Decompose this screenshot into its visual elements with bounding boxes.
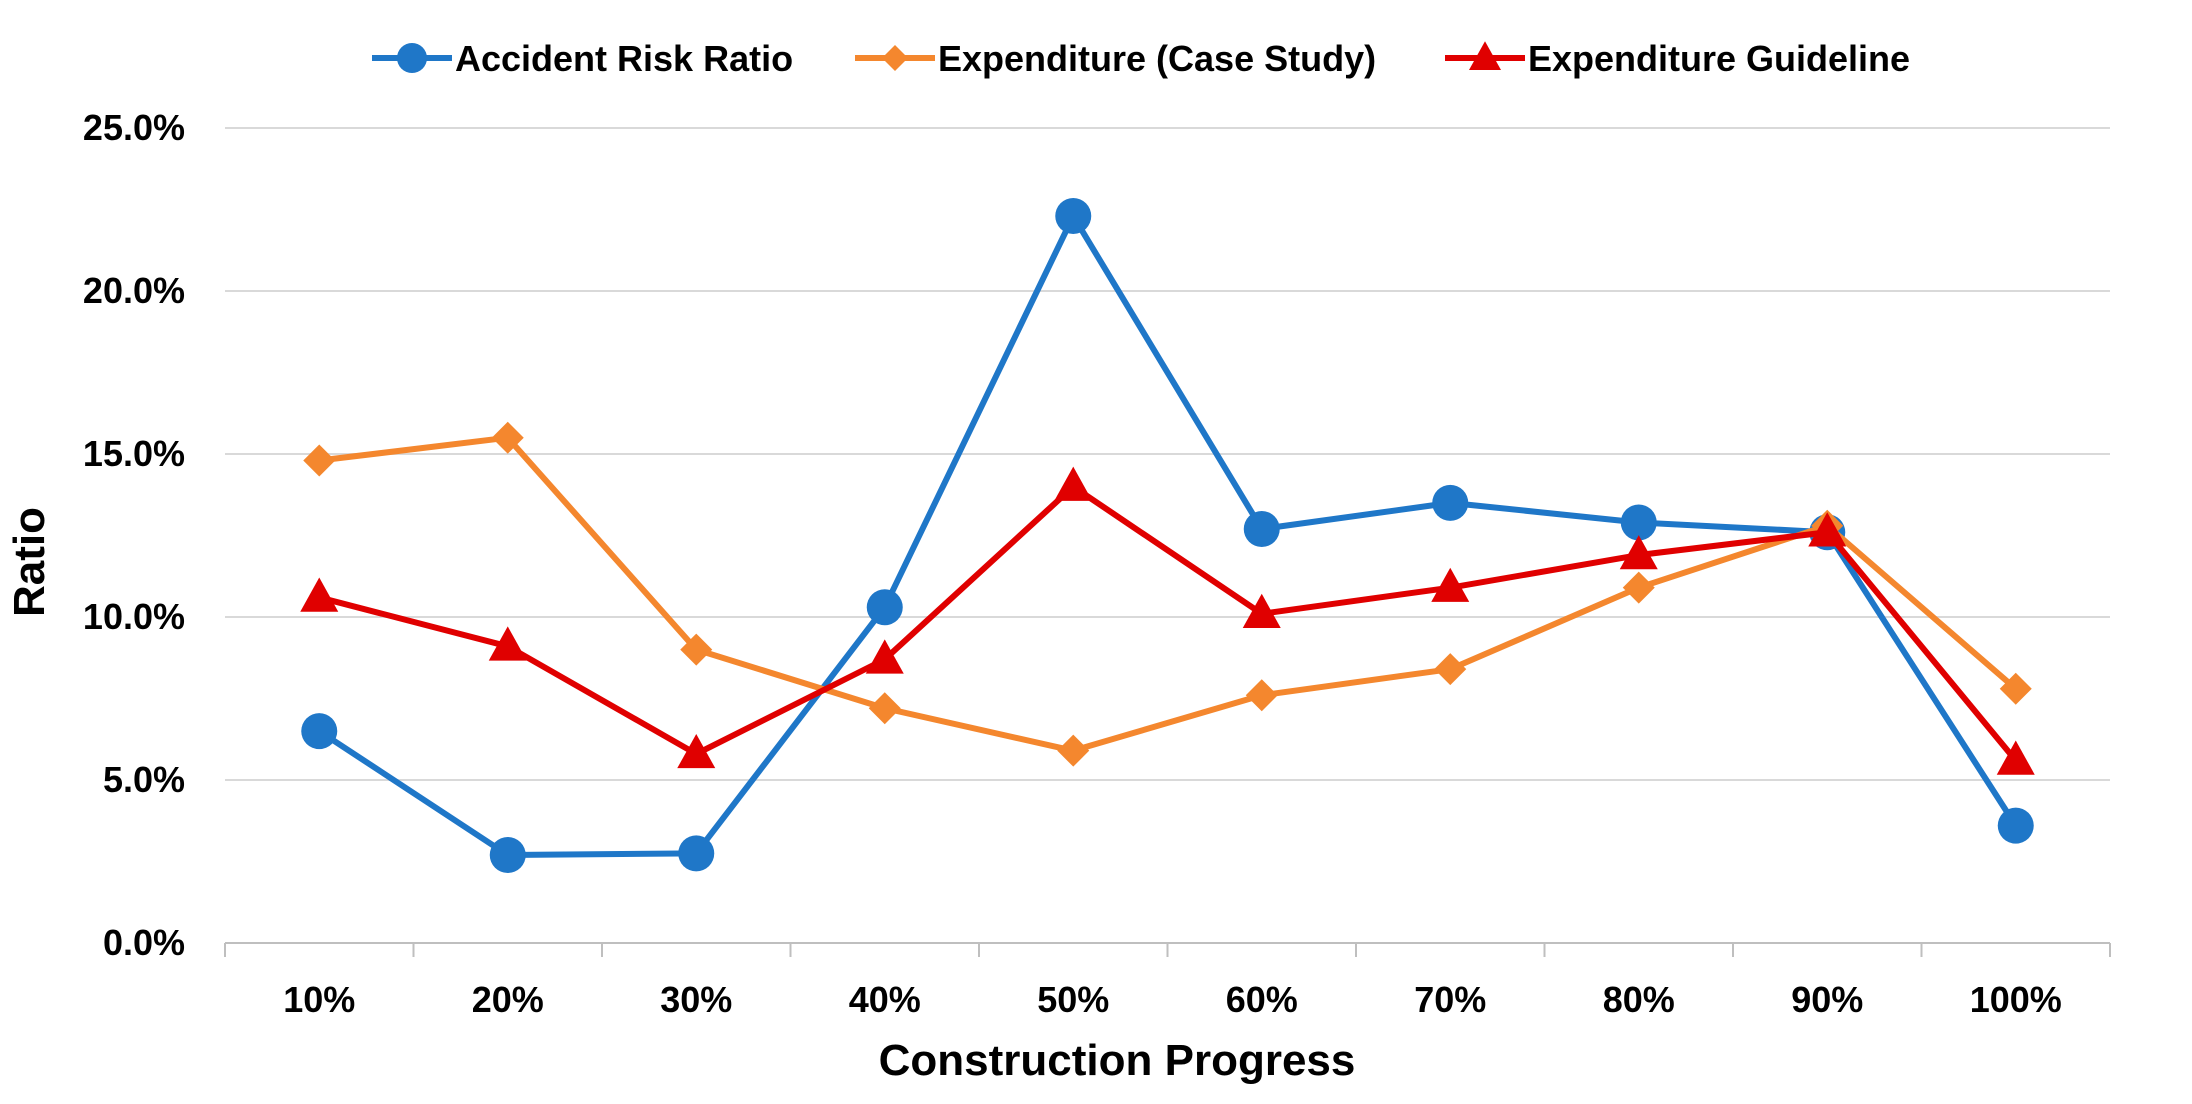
y-tick-label: 5.0% <box>103 759 185 800</box>
legend-label: Accident Risk Ratio <box>455 38 793 79</box>
series-diamond <box>303 421 2032 767</box>
x-axis-title: Construction Progress <box>879 1036 1356 1085</box>
data-point <box>868 692 901 725</box>
legend-marker <box>397 43 427 73</box>
data-point <box>1243 510 1280 547</box>
legend: Accident Risk Ratio Expenditure (Case Stu… <box>372 38 1910 79</box>
y-tick-label: 10.0% <box>83 596 185 637</box>
data-point <box>488 626 527 661</box>
data-point <box>865 639 904 674</box>
x-tick-label: 40% <box>849 979 921 1020</box>
data-point <box>491 421 524 454</box>
data-point <box>1996 740 2035 775</box>
x-tick-label: 100% <box>1970 979 2062 1020</box>
y-tick-label: 25.0% <box>83 107 185 148</box>
data-point <box>1808 512 1847 547</box>
legend-marker <box>882 45 908 71</box>
data-point <box>1057 734 1090 767</box>
y-tick-label: 20.0% <box>83 270 185 311</box>
x-tick-label: 90% <box>1791 979 1863 1020</box>
data-point <box>489 836 526 873</box>
data-point <box>1055 198 1092 235</box>
data-point <box>1620 504 1657 541</box>
data-point <box>303 444 336 477</box>
y-tick-label: 0.0% <box>103 922 185 963</box>
data-point <box>1432 484 1469 521</box>
series-line <box>318 483 2019 763</box>
legend-item: Expenditure Guideline <box>1445 38 1910 79</box>
y-axis-title: Ratio <box>5 507 54 617</box>
data-point <box>301 713 338 750</box>
data-point <box>1622 571 1655 604</box>
series-circle <box>301 198 2034 873</box>
data-point <box>1431 567 1470 602</box>
series-triangle <box>300 466 2035 775</box>
data-point <box>866 589 903 626</box>
legend-item: Expenditure (Case Study) <box>855 38 1376 79</box>
data-point <box>678 835 715 872</box>
data-point <box>1054 466 1093 501</box>
x-tick-label: 20% <box>472 979 544 1020</box>
gridlines <box>225 127 2110 781</box>
data-point <box>1997 807 2034 844</box>
data-point <box>300 577 339 612</box>
data-point <box>1999 672 2032 705</box>
legend-marker <box>1469 41 1501 70</box>
legend-item: Accident Risk Ratio <box>372 38 793 79</box>
axes: 0.0% 5.0% 10.0% 15.0% 20.0% 25.0% 10% 20% 30% 40%… <box>83 107 2111 1020</box>
x-tick-label: 30% <box>660 979 732 1020</box>
data-point <box>1245 679 1278 712</box>
series-group <box>300 198 2035 873</box>
data-point <box>1242 593 1281 628</box>
series-line <box>318 434 2018 754</box>
x-tick-label: 10% <box>283 979 355 1020</box>
data-point <box>677 733 716 769</box>
data-point <box>680 633 713 666</box>
x-tick-label: 70% <box>1414 979 1486 1020</box>
y-tick-label: 15.0% <box>83 433 185 474</box>
legend-label: Expenditure Guideline <box>1528 38 1910 79</box>
x-tick-label: 80% <box>1603 979 1675 1020</box>
x-tick-label: 50% <box>1037 979 1109 1020</box>
x-tick-label: 60% <box>1226 979 1298 1020</box>
data-point <box>1434 653 1467 686</box>
data-point <box>1619 535 1658 570</box>
legend-label: Expenditure (Case Study) <box>938 38 1376 79</box>
series-line <box>317 213 2019 858</box>
